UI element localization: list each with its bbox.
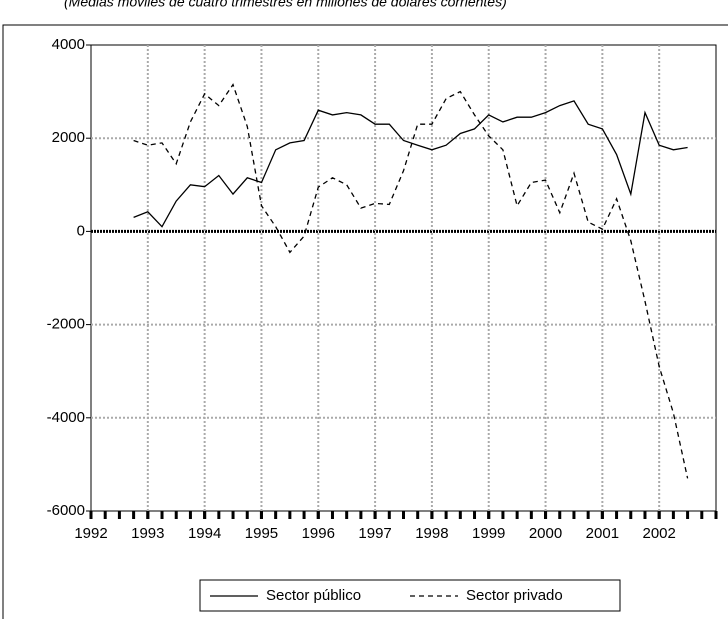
x-tick-label: 1995 — [245, 525, 278, 542]
y-tick-label: -2000 — [47, 316, 85, 333]
plot-frame — [90, 44, 717, 512]
x-tick-label: 1998 — [415, 525, 448, 542]
x-tick-label: 2001 — [586, 525, 619, 542]
x-tick-label: 1992 — [74, 525, 107, 542]
x-tick-label: 1996 — [302, 525, 335, 542]
x-tick-label: 1999 — [472, 525, 505, 542]
chart-subtitle: (Medias móviles de cuatro trimestres en … — [64, 0, 507, 10]
y-tick-label: 2000 — [52, 129, 85, 146]
legend-label: Sector público — [266, 587, 361, 604]
y-tick-label: 4000 — [52, 36, 85, 53]
x-tick-label: 2000 — [529, 525, 562, 542]
x-tick-label: 2002 — [642, 525, 675, 542]
series-line — [133, 100, 688, 228]
legend-label: Sector privado — [466, 587, 563, 604]
x-tick-label: 1993 — [131, 525, 164, 542]
y-tick-label: -6000 — [47, 502, 85, 519]
series-line — [133, 83, 689, 479]
outer-frame — [2, 24, 728, 619]
y-tick-label: -4000 — [47, 409, 85, 426]
y-tick-label: 0 — [77, 222, 85, 239]
x-tick-label: 1994 — [188, 525, 221, 542]
x-tick-label: 1997 — [358, 525, 391, 542]
